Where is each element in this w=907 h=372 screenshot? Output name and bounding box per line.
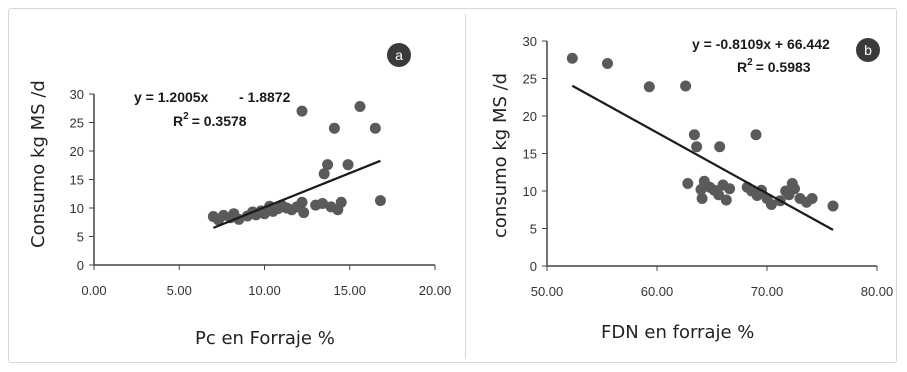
chart-b-y-tick-label: 15	[523, 147, 537, 162]
chart-b-badge	[856, 38, 880, 62]
chart-b-points	[566, 52, 839, 212]
chart-a-point	[369, 122, 381, 134]
chart-b-point	[714, 141, 726, 153]
chart-a-equation-lhs: y = 1.2005x	[134, 89, 209, 105]
chart-a-y-tick-label: 20	[70, 144, 84, 159]
chart-b-y-tick-label: 30	[523, 34, 537, 49]
chart-b-point	[750, 129, 762, 141]
chart-a-point	[318, 168, 330, 180]
chart-b-x-tick-label: 70.00	[751, 284, 784, 299]
chart-b-point	[713, 189, 725, 201]
chart-b-x-tick-label: 60.00	[641, 284, 674, 299]
chart-b-point	[682, 178, 694, 189]
chart-panel-b: consumo kg MS /d FDN en forraje % 0 5 10 15…	[490, 34, 893, 343]
chart-a-point	[296, 196, 308, 208]
chart-b-point	[806, 193, 818, 204]
chart-b-point	[695, 184, 707, 195]
chart-b-trendline	[571, 84, 834, 231]
chart-b-badge-label: b	[864, 42, 872, 58]
chart-a-equation-rhs: - 1.8872	[239, 89, 291, 105]
chart-a-x-tick-label: 5.00	[167, 283, 192, 298]
chart-b-point	[789, 183, 800, 195]
chart-a-badge	[387, 43, 411, 67]
chart-a-y-tick-label: 30	[70, 87, 84, 102]
chart-a-x-tick-label: 10.00	[248, 283, 281, 298]
chart-panel-a: Consumo kg MS /d Pc en Forraje % 0 5 10 15 2…	[28, 43, 451, 349]
chart-b-r2: R2 = 0.5983	[737, 57, 811, 75]
chart-a-r2: R2 = 0.3578	[173, 111, 247, 129]
chart-a-x-tick-label: 20.00	[419, 283, 452, 298]
chart-a-point	[322, 159, 334, 171]
chart-a-y-tick-label: 5	[77, 230, 84, 245]
chart-b-y-tick-label: 20	[523, 109, 537, 124]
chart-b-point	[566, 52, 578, 64]
chart-b-point	[688, 129, 700, 141]
chart-a-point	[298, 207, 310, 219]
chart-b-x-tick-label: 50.00	[531, 284, 564, 299]
chart-a-x-tick-label: 15.00	[333, 283, 366, 298]
panel-divider	[465, 14, 466, 359]
chart-b-xlabel: FDN en forraje %	[601, 322, 754, 343]
chart-b-point	[602, 58, 613, 69]
chart-b-y-tick-label: 0	[530, 259, 537, 274]
chart-b-point	[696, 193, 708, 204]
chart-b-point	[680, 80, 692, 92]
chart-b-point	[827, 200, 839, 212]
chart-b-y-tick-label: 25	[523, 72, 537, 87]
chart-a-point	[335, 196, 347, 208]
chart-a-xlabel: Pc en Forraje %	[195, 328, 335, 349]
chart-b-point	[765, 199, 777, 210]
chart-a-y-tick-label: 15	[70, 173, 84, 188]
chart-a-point	[316, 197, 328, 209]
chart-b-point	[691, 141, 703, 153]
chart-a-point	[342, 159, 354, 171]
chart-b-y-ticks: 0 5 10 15 20 25 30	[523, 34, 547, 274]
chart-b-point	[724, 183, 736, 195]
chart-a-y-tick-label: 25	[70, 116, 84, 131]
chart-b-x-tick-label: 80.00	[861, 284, 894, 299]
chart-a-badge-label: a	[395, 47, 403, 63]
chart-b-y-tick-label: 5	[530, 222, 537, 237]
chart-b-equation: y = -0.8109x + 66.442	[692, 36, 830, 52]
chart-b-ylabel: consumo kg MS /d	[490, 73, 511, 238]
chart-a-y-ticks: 0 5 10 15 20 25 30	[70, 87, 94, 273]
chart-a-point	[374, 195, 386, 207]
chart-a-x-ticks: 0.00 5.00 10.00 15.00 20.00	[81, 265, 451, 298]
chart-a-trendline	[212, 159, 381, 229]
chart-a-point	[354, 101, 366, 113]
chart-a-point	[328, 122, 340, 134]
chart-b-point	[720, 194, 732, 206]
chart-a-y-tick-label: 0	[77, 258, 84, 273]
chart-a-x-tick-label: 0.00	[81, 283, 106, 298]
chart-b-point	[643, 81, 655, 93]
chart-a-ylabel: Consumo kg MS /d	[28, 80, 49, 248]
chart-a-y-tick-label: 10	[70, 201, 84, 216]
chart-b-y-tick-label: 10	[523, 184, 537, 199]
chart-b-x-ticks: 50.00 60.00 70.00 80.00	[531, 266, 894, 299]
chart-a-point	[296, 105, 308, 117]
